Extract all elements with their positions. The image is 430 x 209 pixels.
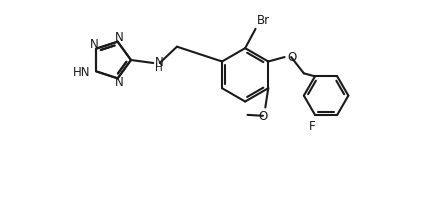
Text: H: H bbox=[155, 63, 163, 73]
Text: HN: HN bbox=[73, 66, 90, 79]
Text: F: F bbox=[308, 120, 315, 133]
Text: N: N bbox=[114, 76, 123, 89]
Text: Br: Br bbox=[256, 14, 270, 27]
Text: O: O bbox=[286, 51, 295, 64]
Text: N: N bbox=[90, 38, 99, 51]
Text: N: N bbox=[155, 56, 164, 69]
Text: N: N bbox=[114, 31, 123, 44]
Text: O: O bbox=[258, 110, 267, 124]
